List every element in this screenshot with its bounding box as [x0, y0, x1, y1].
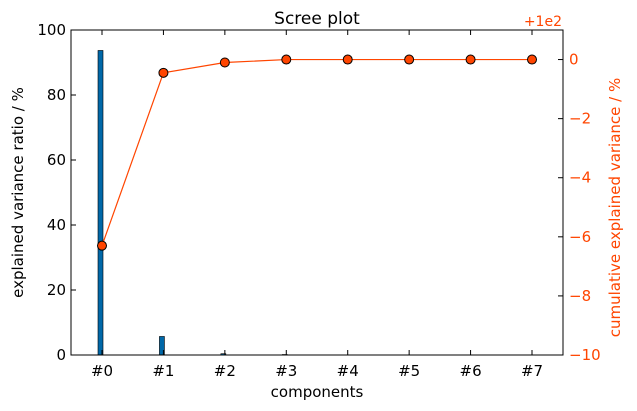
- cumulative-point-c4: [342, 54, 353, 65]
- cumulative-line-series: [97, 54, 537, 251]
- left-tick-label: 60: [47, 151, 66, 169]
- cumulative-point-c0: [97, 240, 107, 251]
- cumulative-point-c3: [281, 54, 292, 65]
- plot-frame: [70, 29, 564, 356]
- cumulative-point-c2: [219, 57, 230, 68]
- cumulative-point-c6: [465, 54, 476, 65]
- x-axis-ticks: #0 #1 #2 #3 #4 #5 #6 #7: [91, 30, 543, 380]
- left-tick-label: 0: [56, 346, 66, 364]
- cumulative-point-c7: [527, 54, 537, 65]
- left-tick-label: 80: [47, 86, 66, 104]
- left-tick-label: 40: [47, 216, 66, 234]
- left-tick-label: 20: [47, 281, 66, 299]
- right-tick-label: −10: [569, 346, 601, 364]
- left-axis-label: explained variance ratio / %: [9, 87, 27, 298]
- x-tick-label: #0: [91, 362, 113, 380]
- right-tick-label: −2: [569, 110, 591, 128]
- right-tick-label: −6: [569, 228, 591, 246]
- x-tick-label: #5: [398, 362, 420, 380]
- chart-title: Scree plot: [274, 9, 360, 29]
- right-axis-label: cumulative explained variance / %: [606, 78, 624, 338]
- cumulative-point-c1: [158, 67, 169, 78]
- right-tick-label: 0: [569, 51, 579, 69]
- x-tick-label: #7: [521, 362, 543, 380]
- x-tick-label: #4: [337, 362, 359, 380]
- cumulative-line: [101, 58, 532, 246]
- bar-c0: [97, 50, 104, 356]
- bar-series: [97, 50, 534, 356]
- x-tick-label: #2: [214, 362, 236, 380]
- right-axis-ticks: −10 −8 −6 −4 −2 0: [558, 51, 601, 364]
- x-tick-label: #6: [460, 362, 482, 380]
- left-tick-label: 100: [37, 21, 66, 39]
- right-axis-offset-text: +1e2: [524, 14, 562, 30]
- x-tick-label: #1: [152, 362, 174, 380]
- right-tick-label: −4: [569, 169, 591, 187]
- right-tick-label: −8: [569, 287, 591, 305]
- cumulative-point-c5: [404, 54, 415, 65]
- x-axis-label: components: [271, 383, 364, 401]
- left-axis-ticks: 0 20 40 60 80 100: [37, 21, 76, 364]
- x-tick-label: #3: [275, 362, 297, 380]
